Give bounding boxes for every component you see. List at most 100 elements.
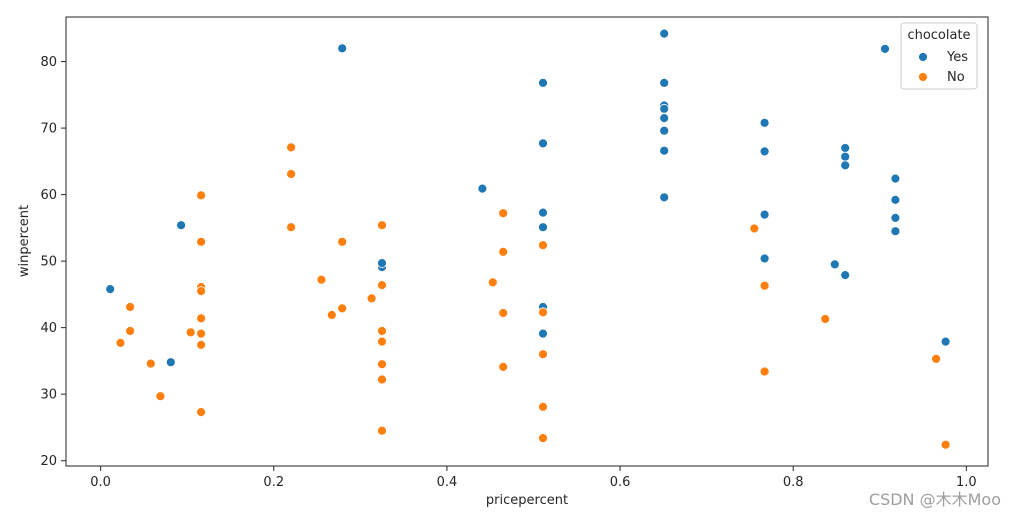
data-point-no-21 (366, 293, 377, 304)
data-point-no-1 (125, 302, 136, 312)
data-point-no-43 (931, 353, 941, 364)
data-point-yes-21 (759, 117, 770, 128)
data-point-no-22 (377, 220, 387, 231)
data-point-yes-17 (659, 113, 670, 123)
legend-title: chocolate (907, 28, 970, 43)
data-point-yes-35 (940, 336, 951, 347)
data-point-no-23 (377, 280, 387, 291)
legend-marker-yes (918, 52, 928, 62)
data-point-yes-19 (659, 145, 670, 156)
data-point-no-5 (185, 327, 196, 338)
legend: chocolate Yes No (900, 22, 978, 90)
data-point-no-32 (498, 308, 509, 318)
data-point-no-35 (538, 307, 548, 318)
data-point-yes-25 (829, 259, 840, 270)
data-point-yes-6 (477, 183, 488, 194)
data-point-no-44 (940, 439, 951, 450)
data-point-no-34 (538, 240, 548, 251)
data-point-no-15 (286, 169, 297, 179)
data-point-yes-1 (165, 357, 176, 368)
data-point-no-18 (326, 310, 337, 320)
legend-label-no: No (947, 70, 965, 85)
data-point-yes-10 (538, 222, 548, 233)
data-point-no-37 (538, 401, 548, 412)
data-point-yes-33 (890, 212, 901, 223)
data-point-no-39 (749, 223, 760, 234)
data-point-no-28 (377, 425, 387, 436)
data-point-yes-7 (538, 78, 548, 88)
data-point-no-24 (377, 326, 387, 336)
x-tick-label: 0.6 (610, 475, 631, 490)
y-axis-label: winpercent (17, 205, 32, 277)
data-point-yes-14 (659, 78, 670, 88)
data-point-yes-32 (890, 194, 901, 205)
data-point-no-13 (196, 407, 207, 418)
data-point-yes-16 (659, 103, 670, 114)
data-point-yes-13 (659, 28, 670, 39)
data-point-no-17 (316, 274, 327, 285)
data-point-no-26 (377, 359, 387, 370)
data-point-no-6 (196, 190, 207, 201)
legend-label-yes: Yes (946, 50, 968, 65)
x-tick-label: 1.0 (956, 475, 977, 490)
data-point-yes-0 (105, 284, 116, 295)
data-point-no-41 (759, 366, 770, 377)
y-axis-ticks: 20 30 40 50 60 70 80 (40, 55, 66, 469)
data-point-yes-26 (840, 143, 851, 153)
data-point-no-2 (125, 326, 136, 336)
y-tick-label: 80 (40, 55, 57, 70)
data-point-no-40 (759, 280, 770, 291)
y-tick-label: 60 (40, 188, 57, 203)
data-point-no-38 (538, 433, 548, 444)
data-point-yes-34 (890, 226, 901, 237)
data-point-yes-27 (840, 151, 851, 162)
data-point-no-25 (377, 336, 387, 347)
data-point-no-14 (286, 142, 297, 153)
data-point-no-7 (196, 236, 207, 247)
x-tick-label: 0.0 (90, 475, 111, 490)
x-tick-label: 0.8 (783, 475, 804, 490)
data-point-yes-8 (538, 138, 548, 149)
x-axis-ticks: 0.0 0.2 0.4 0.6 0.8 1.0 (90, 466, 977, 490)
data-point-no-0 (115, 337, 126, 348)
data-point-yes-31 (890, 173, 901, 184)
x-tick-label: 0.2 (263, 475, 284, 490)
data-point-no-20 (337, 303, 348, 314)
data-point-no-27 (377, 374, 387, 385)
legend-box (900, 22, 978, 90)
data-point-yes-23 (759, 209, 770, 220)
data-point-no-33 (498, 361, 509, 372)
x-tick-label: 0.4 (437, 475, 458, 490)
legend-marker-no (918, 72, 928, 82)
x-axis-label: pricepercent (486, 493, 568, 508)
data-point-yes-2 (176, 220, 187, 231)
data-point-no-42 (820, 314, 831, 324)
data-point-yes-5 (377, 258, 387, 269)
data-point-no-30 (498, 208, 509, 219)
y-tick-label: 50 (40, 255, 57, 270)
plot-frame (65, 16, 989, 467)
data-point-no-16 (286, 222, 297, 233)
data-point-yes-30 (880, 44, 890, 54)
data-point-no-3 (145, 358, 156, 369)
data-point-yes-24 (759, 253, 770, 264)
data-point-no-36 (538, 349, 548, 360)
data-point-no-10 (196, 313, 207, 324)
y-tick-label: 40 (40, 321, 57, 336)
data-point-yes-12 (538, 328, 548, 339)
data-point-no-12 (196, 339, 207, 350)
data-point-yes-9 (538, 207, 548, 218)
data-point-no-29 (487, 277, 498, 288)
data-point-no-9 (196, 286, 207, 297)
y-tick-label: 20 (40, 454, 57, 469)
data-points (105, 28, 951, 450)
data-point-yes-28 (840, 160, 851, 171)
data-point-no-31 (498, 246, 509, 257)
watermark: CSDN @木木Moo (868, 490, 1001, 509)
data-point-yes-29 (840, 270, 851, 281)
data-point-no-4 (155, 391, 166, 402)
data-point-no-11 (196, 328, 207, 339)
data-point-yes-18 (659, 125, 670, 136)
